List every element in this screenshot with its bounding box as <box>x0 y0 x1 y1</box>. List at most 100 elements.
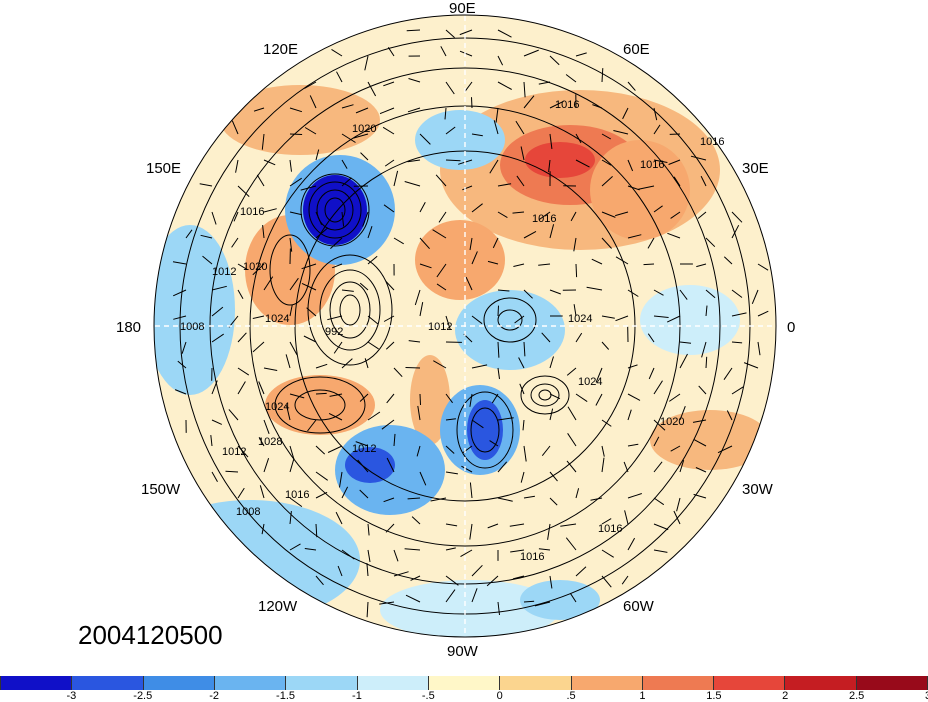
wind-barb <box>717 445 733 454</box>
wind-barb <box>419 237 430 250</box>
wind-barb <box>653 419 666 431</box>
wind-barb <box>627 443 639 447</box>
wind-barb <box>364 358 369 369</box>
wind-barb <box>539 211 551 220</box>
wind-barb <box>432 229 447 239</box>
wind-barb <box>627 289 639 297</box>
wind-barb <box>233 211 239 222</box>
wind-barb <box>304 81 317 89</box>
wind-barb <box>445 445 455 454</box>
wind-barb <box>516 175 525 187</box>
wind-barb <box>263 367 278 371</box>
wind-barb <box>541 332 551 343</box>
wind-barb <box>701 341 707 358</box>
wind-barb <box>705 305 708 317</box>
wind-barb <box>647 237 655 249</box>
wind-barb <box>301 282 317 291</box>
wind-barb <box>523 230 537 239</box>
wind-barb <box>385 280 395 291</box>
wind-barb <box>627 493 642 499</box>
lon-label-90e: 90E <box>449 0 476 17</box>
wind-barb <box>549 55 560 66</box>
wind-barb <box>367 226 373 239</box>
wind-barb <box>705 356 708 369</box>
wind-barb <box>509 523 525 527</box>
wind-barb <box>303 335 317 343</box>
wind-barb <box>669 393 681 402</box>
wind-barb <box>289 159 292 172</box>
wind-barb <box>367 315 379 325</box>
wind-barb <box>586 286 603 291</box>
wind-barb <box>497 29 512 38</box>
wind-barb <box>263 458 270 473</box>
colorbar-tick-label: 0 <box>496 690 503 702</box>
wind-barb <box>173 315 187 320</box>
wind-barb <box>210 435 213 447</box>
wind-barb <box>679 459 685 473</box>
wind-barb <box>573 237 577 252</box>
wind-barb <box>497 81 512 90</box>
wind-barb <box>513 263 525 267</box>
wind-barb <box>667 232 681 239</box>
wind-barb <box>565 74 577 83</box>
wind-barb <box>211 306 224 317</box>
wind-barb <box>538 81 551 85</box>
wind-barb <box>445 547 456 551</box>
colorbar-tick-label: -.5 <box>421 690 435 702</box>
colorbar-tick-label: -3 <box>66 690 77 702</box>
date-label: 2004120500 <box>78 620 223 650</box>
wind-barb <box>668 159 681 165</box>
wind-barb <box>627 234 642 239</box>
wind-barb <box>601 341 610 350</box>
wind-barb <box>520 471 525 483</box>
wind-barb <box>411 516 421 525</box>
wind-barb <box>653 436 660 447</box>
wind-barb <box>462 445 473 454</box>
wind-barb <box>436 283 447 291</box>
wind-barb <box>538 548 551 551</box>
wind-barb <box>469 482 473 499</box>
wind-barb <box>416 445 421 457</box>
wind-barb <box>404 548 421 551</box>
wind-barb <box>417 405 421 421</box>
wind-barb <box>469 237 473 251</box>
wind-barb <box>459 50 473 57</box>
wind-barb <box>601 457 605 473</box>
wind-barb <box>566 460 577 473</box>
wind-barb <box>341 104 354 109</box>
wind-barb <box>601 133 612 140</box>
wind-barb <box>364 55 369 71</box>
wind-barb <box>445 393 454 404</box>
wind-barb <box>621 575 629 585</box>
wind-barb <box>444 107 447 120</box>
wind-barb <box>573 304 577 317</box>
wind-barb <box>491 393 499 404</box>
wind-barb <box>384 159 395 167</box>
wind-barb <box>289 211 303 216</box>
wind-barb <box>497 601 500 616</box>
wind-barb <box>386 393 395 404</box>
wind-barb <box>723 256 733 265</box>
wind-barb <box>337 565 343 577</box>
wind-barb <box>575 488 580 499</box>
wind-barb <box>366 601 369 618</box>
wind-barb <box>433 360 447 369</box>
wind-barb <box>253 107 265 112</box>
wind-barb <box>497 341 500 358</box>
wind-barb <box>304 127 317 135</box>
wind-barb <box>653 159 668 163</box>
colorbar-tick-label: -1.5 <box>276 690 296 702</box>
wind-barb <box>638 185 655 190</box>
wind-barb <box>653 497 665 506</box>
wind-barb <box>731 289 743 298</box>
wind-barb <box>666 315 681 323</box>
wind-barb <box>404 181 421 187</box>
wind-barb <box>306 307 317 317</box>
wind-barb <box>601 445 605 457</box>
wind-barb <box>497 183 512 187</box>
colorbar-segment <box>785 676 857 690</box>
wind-barb <box>623 461 629 473</box>
wind-barb <box>566 367 577 376</box>
wind-barb <box>601 176 613 187</box>
wind-barb <box>743 362 759 369</box>
